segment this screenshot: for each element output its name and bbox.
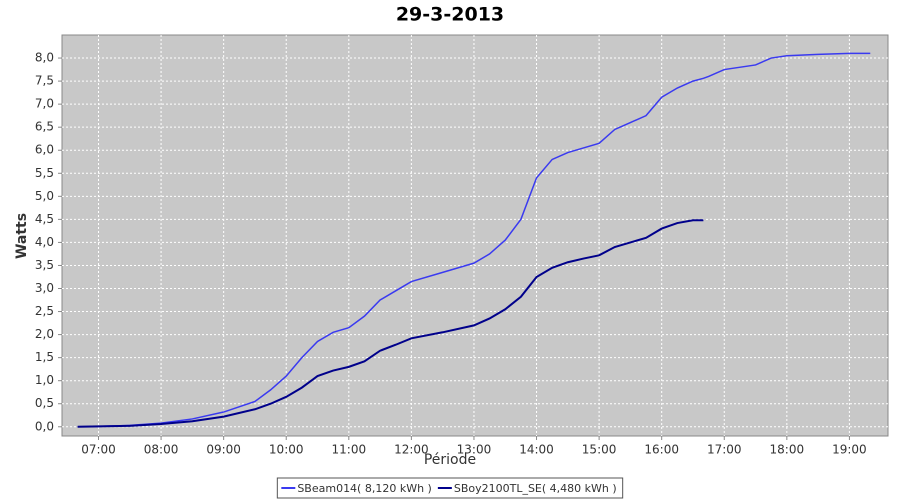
plot-area	[61, 34, 889, 437]
x-tick-label: 18:00	[770, 443, 805, 457]
y-tick-label: 7,0	[35, 97, 54, 111]
y-tick-label: 3,5	[35, 258, 54, 272]
x-tick-label: 19:00	[832, 443, 867, 457]
x-tick-label: 12:00	[394, 443, 429, 457]
x-tick-label: 15:00	[582, 443, 617, 457]
y-tick-label: 6,0	[35, 143, 54, 157]
x-tick-label: 17:00	[707, 443, 742, 457]
y-tick-label: 0,5	[35, 396, 54, 410]
y-tick-label: 4,0	[35, 235, 54, 249]
y-tick-label: 1,5	[35, 350, 54, 364]
x-tick-label: 10:00	[269, 443, 304, 457]
y-tick-label: 3,0	[35, 281, 54, 295]
y-tick-label: 2,5	[35, 304, 54, 318]
y-tick-label: 5,5	[35, 166, 54, 180]
legend: SBeam014( 8,120 kWh ) SBoy2100TL_SE( 4,48…	[276, 477, 624, 499]
y-tick-label: 2,0	[35, 327, 54, 341]
series-line	[77, 52, 871, 428]
x-tick-label: 11:00	[332, 443, 367, 457]
x-tick-label: 09:00	[206, 443, 241, 457]
x-tick-label: 07:00	[81, 443, 116, 457]
chart-title: 29-3-2013	[396, 4, 504, 26]
legend-label: SBeam014( 8,120 kWh )	[297, 482, 432, 495]
y-tick-label: 6,5	[35, 120, 54, 134]
y-axis-label: Watts	[14, 213, 30, 259]
y-tick-label: 1,0	[35, 373, 54, 387]
y-tick-label: 8,0	[35, 51, 54, 65]
x-tick-label: 13:00	[457, 443, 492, 457]
legend-label: SBoy2100TL_SE( 4,480 kWh )	[454, 482, 617, 495]
series-line	[77, 219, 704, 428]
y-tick-label: 7,5	[35, 74, 54, 88]
x-tick-label: 16:00	[644, 443, 679, 457]
y-tick-label: 5,0	[35, 189, 54, 203]
y-tick-label: 4,5	[35, 212, 54, 226]
x-axis-label: Période	[424, 452, 476, 468]
x-tick-label: 08:00	[144, 443, 179, 457]
y-tick-label: 0,0	[35, 419, 54, 433]
x-tick-label: 14:00	[519, 443, 554, 457]
